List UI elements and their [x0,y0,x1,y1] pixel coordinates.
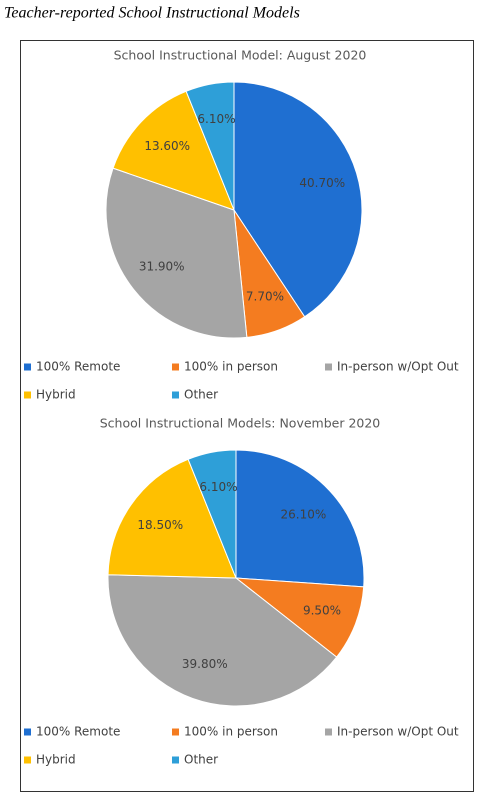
legend-label: 100% in person [184,725,278,739]
legend-label: Other [184,753,218,767]
legend-label: 100% Remote [36,360,120,374]
value-label: 31.90% [139,260,185,274]
chart-title: School Instructional Model: August 2020 [114,48,367,63]
value-label: 7.70% [246,289,284,303]
pie-slice [107,574,338,707]
legend-swatch [172,756,179,764]
legend-swatch [24,728,31,736]
legend-swatch [172,728,179,736]
legend-label: Other [184,388,218,402]
legend-label: In-person w/Opt Out [337,725,459,739]
legend-swatch [24,363,31,371]
value-label: 13.60% [144,139,190,153]
chart-title: School Instructional Models: November 20… [100,416,381,431]
value-label: 6.10% [199,480,237,494]
pie-slice [185,81,235,211]
legend-label: Hybrid [36,753,76,767]
page-title: Teacher-reported School Instructional Mo… [4,5,300,22]
pie-slice [105,167,248,339]
pie-slice [235,449,365,588]
value-label: 40.70% [299,176,345,190]
legend-swatch [325,363,332,371]
pie-slice [187,449,237,579]
legend-swatch [172,391,179,399]
legend-swatch [24,391,31,399]
value-label: 6.10% [197,112,235,126]
value-label: 18.50% [137,518,183,532]
legend-label: 100% Remote [36,725,120,739]
legend-label: In-person w/Opt Out [337,360,459,374]
legend-label: Hybrid [36,388,76,402]
value-label: 9.50% [303,604,341,618]
legend-label: 100% in person [184,360,278,374]
legend-swatch [24,756,31,764]
pie-slice [112,90,235,211]
value-label: 26.10% [280,508,326,522]
value-label: 39.80% [182,657,228,671]
legend-swatch [325,728,332,736]
legend-swatch [172,363,179,371]
pie-slice [107,458,237,579]
pie-slice [234,577,365,658]
